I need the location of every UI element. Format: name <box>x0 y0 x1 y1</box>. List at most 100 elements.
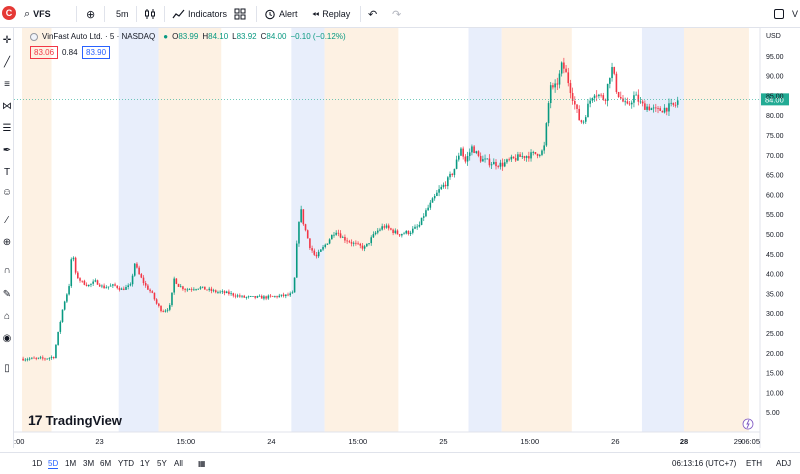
crosshair-icon[interactable]: ✛ <box>2 35 12 46</box>
user-avatar[interactable]: C <box>2 6 16 20</box>
fib-icon[interactable]: ☰ <box>2 123 12 134</box>
redo-button[interactable]: ↷ <box>392 6 401 22</box>
candle-body <box>530 152 532 159</box>
candle-body <box>652 107 655 109</box>
replay-button[interactable]: ⏪︎ Replay <box>312 6 350 22</box>
candle-body <box>179 286 182 288</box>
pre-market-band <box>22 28 52 432</box>
range-5y[interactable]: 5Y <box>157 459 167 468</box>
candle-body <box>171 292 173 306</box>
candle-body <box>348 241 351 243</box>
candle-body <box>234 295 237 297</box>
clock-time[interactable]: 06:13:16 (UTC+7) <box>672 459 737 468</box>
y-tick-label: 10.00 <box>766 390 784 397</box>
chart-type-button[interactable] <box>144 6 156 22</box>
adjust-toggle[interactable]: ADJ <box>776 459 792 468</box>
alert-button[interactable]: Alert <box>264 6 298 22</box>
symbol-search[interactable]: ⌕ VFS <box>24 6 51 22</box>
zoom-icon[interactable]: ⊕ <box>2 237 12 248</box>
candle-body <box>460 148 462 156</box>
range-1m[interactable]: 1M <box>65 459 77 468</box>
range-6m[interactable]: 6M <box>100 459 112 468</box>
candle-body <box>392 229 394 234</box>
interval-button[interactable]: 5m <box>116 6 129 22</box>
sell-price-button[interactable]: 83.06 <box>30 46 59 59</box>
lock-drawing-icon[interactable]: ✎ <box>2 289 12 300</box>
candle-body <box>657 108 659 109</box>
candle-body <box>79 278 81 281</box>
candle-body <box>201 286 204 288</box>
buy-price-button[interactable]: 83.90 <box>82 46 111 59</box>
magnet-icon[interactable]: ∩ <box>3 265 11 276</box>
candle-body <box>313 250 316 255</box>
search-icon: ⌕ <box>24 7 31 20</box>
range-1d[interactable]: 1D <box>32 459 43 468</box>
ruler-icon[interactable]: ∕ <box>6 215 8 226</box>
candle-body <box>471 146 473 153</box>
candle-body <box>239 295 241 297</box>
candle-body <box>280 294 283 296</box>
candle-body <box>221 291 224 293</box>
undo-icon: ↶ <box>368 8 378 21</box>
legend-low: L83.92 <box>232 32 257 41</box>
toolbar-divider <box>164 6 165 22</box>
undo-button[interactable]: ↶ <box>368 6 377 22</box>
pitchfork-icon[interactable]: ⋈ <box>2 101 12 112</box>
candle-body <box>648 106 651 110</box>
layout-button[interactable] <box>234 6 246 22</box>
plus-circle-icon: ⊕ <box>86 8 96 21</box>
candle-body <box>576 104 578 109</box>
range-ytd[interactable]: YTD <box>118 459 134 468</box>
candle-body <box>324 244 327 247</box>
candle-body <box>431 198 434 203</box>
eye-icon[interactable]: ◉ <box>2 333 12 344</box>
trend-line-icon[interactable]: ╱ <box>3 57 11 68</box>
y-tick-label: 80.00 <box>766 113 784 120</box>
range-all[interactable]: All <box>174 459 183 468</box>
price-chart[interactable]: 84.00 USD 5.00 10.00 15.00 20.00 25.00 30.00 35… <box>14 28 800 448</box>
trash-icon[interactable]: ▯ <box>4 363 10 374</box>
candle-body <box>46 358 48 360</box>
indicators-button[interactable]: Indicators <box>172 6 227 22</box>
chart-area[interactable]: 84.00 USD 5.00 10.00 15.00 20.00 25.00 30.00 35… <box>14 28 800 448</box>
horizontal-lines-icon[interactable]: ≡ <box>4 79 10 90</box>
y-tick-label: 85.00 <box>766 93 784 100</box>
top-toolbar: C ⌕ VFS ⊕ 5m Indicators <box>0 0 800 28</box>
candle-body <box>285 294 287 297</box>
candle-body <box>35 358 38 359</box>
legend-title[interactable]: VinFast Auto Ltd. · 5 · NASDAQ <box>42 32 156 41</box>
candle-body <box>98 284 101 287</box>
range-1y[interactable]: 1Y <box>140 459 150 468</box>
candle-body <box>271 296 274 297</box>
redo-icon: ↷ <box>392 8 402 21</box>
emoji-icon[interactable]: ☺ <box>1 187 13 198</box>
interval-label: 5m <box>116 9 129 19</box>
candle-body <box>326 243 329 245</box>
candle-body <box>274 296 276 297</box>
candle-body <box>107 286 110 288</box>
date-range-calendar-icon[interactable]: ▦ <box>198 459 206 468</box>
candle-body <box>523 156 526 158</box>
range-5d[interactable]: 5D <box>48 459 59 469</box>
candle-body <box>317 251 320 257</box>
candle-body <box>112 284 114 286</box>
legend-change-dot: ● <box>163 32 169 41</box>
session-toggle[interactable]: ETH <box>746 459 762 468</box>
range-3m[interactable]: 3M <box>83 459 95 468</box>
lock-icon[interactable]: ⌂ <box>3 311 11 322</box>
pre-market-band <box>158 28 222 432</box>
candle-body <box>484 158 486 160</box>
brush-icon[interactable]: ✒ <box>2 145 12 156</box>
candle-body <box>184 289 186 290</box>
fullscreen-button[interactable] <box>774 6 784 22</box>
y-tick-label: 35.00 <box>766 291 784 298</box>
compare-button[interactable]: ⊕ <box>86 6 95 22</box>
candle-body <box>543 145 545 151</box>
drawing-toolbar: ✛ ╱ ≡ ⋈ ☰ ✒ T ☺ ∕ ⊕ ∩ ✎ ⌂ ◉ ▯ <box>0 28 14 448</box>
candle-body <box>519 154 521 157</box>
indicators-label: Indicators <box>188 9 228 19</box>
text-icon[interactable]: T <box>3 167 11 178</box>
candle-body <box>668 103 670 112</box>
candle-body <box>85 284 88 286</box>
tradingview-logo-icon: 17 <box>28 412 43 428</box>
